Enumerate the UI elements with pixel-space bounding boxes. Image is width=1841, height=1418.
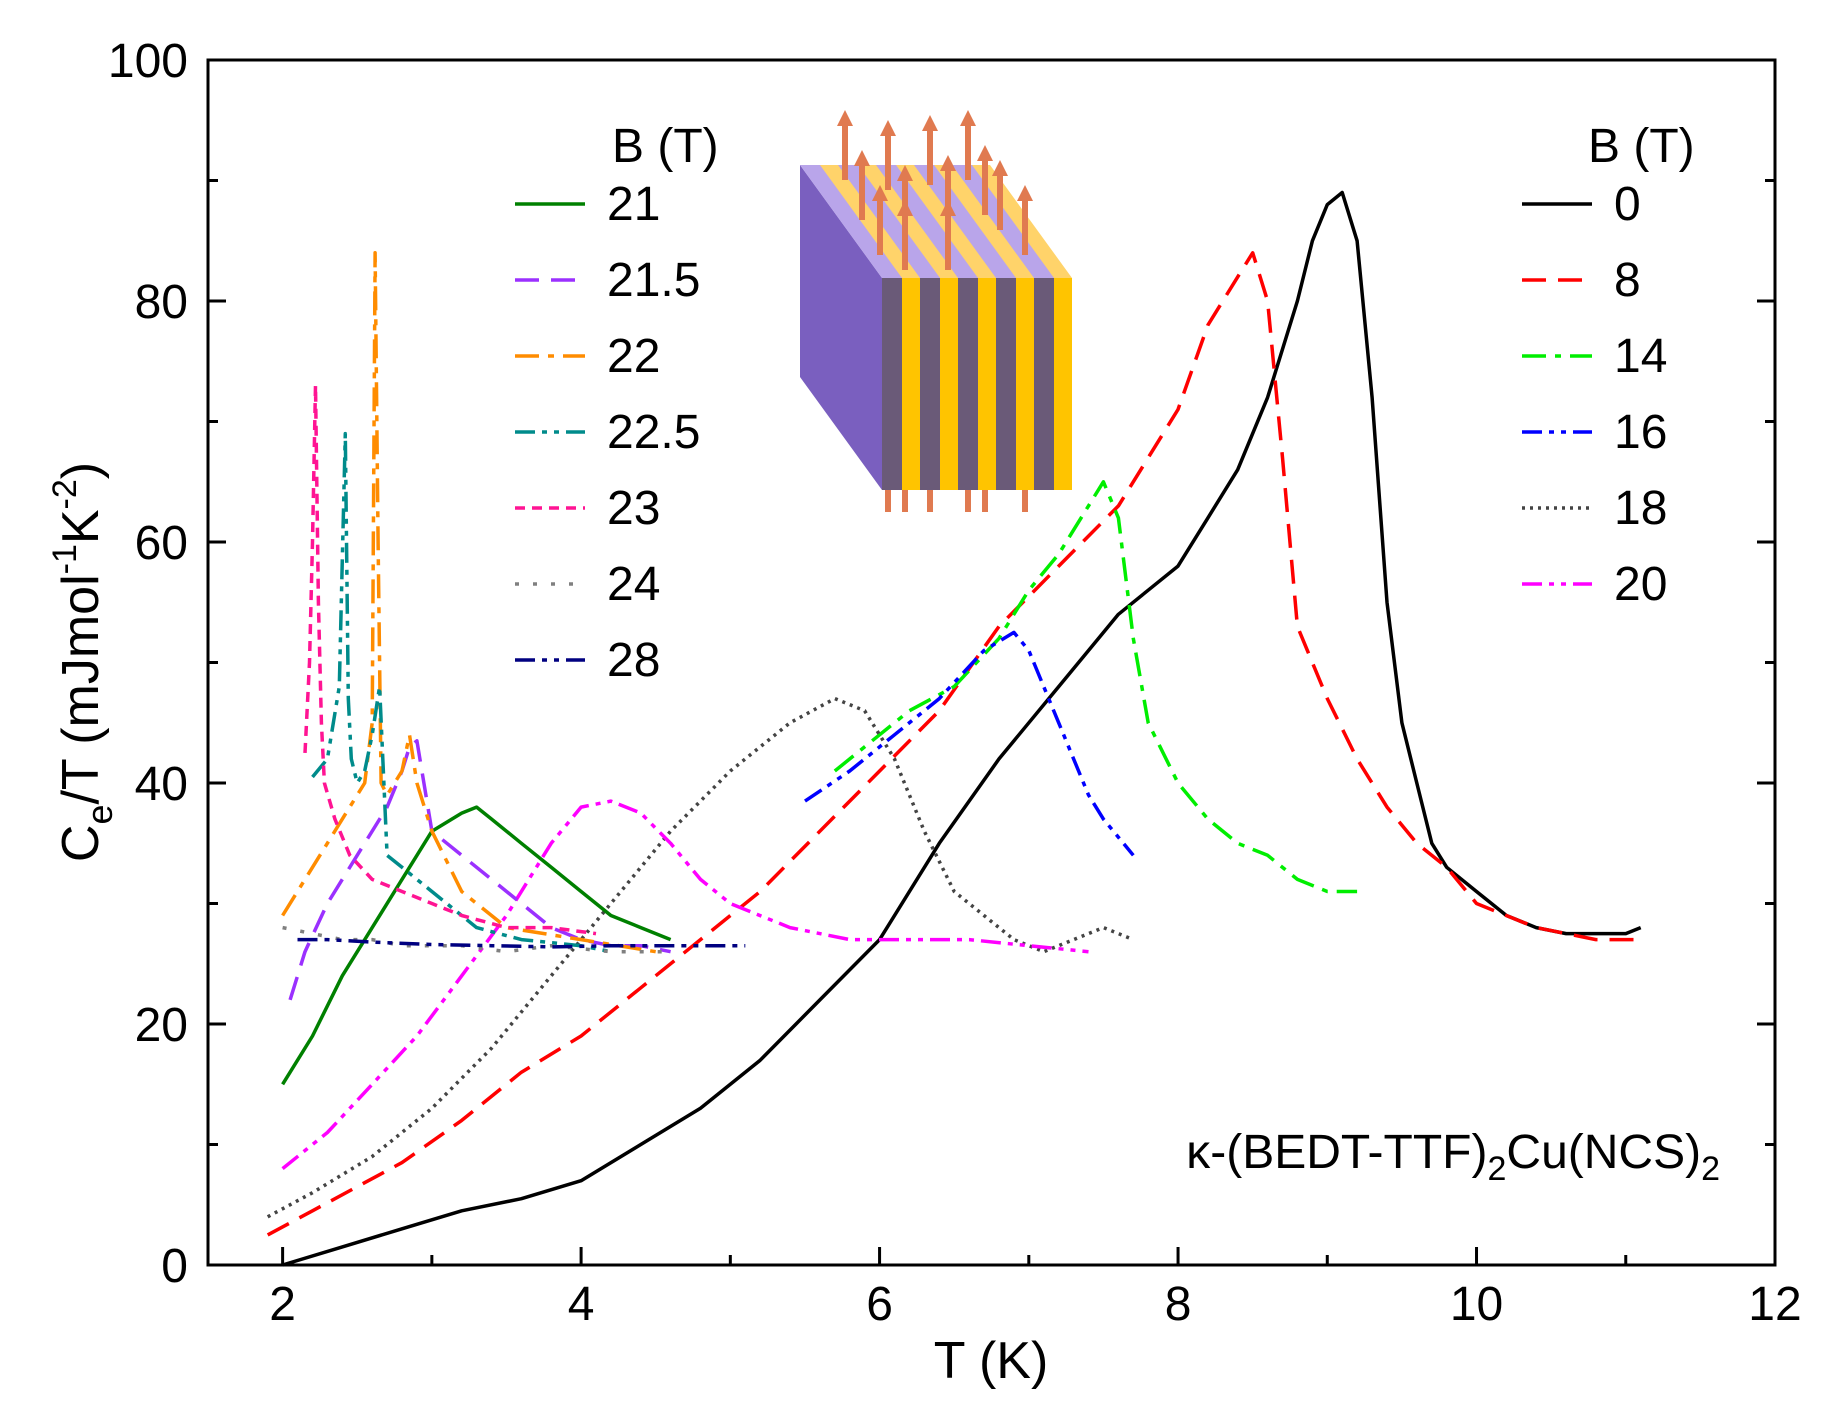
x-tick-label: 8 [1165,1278,1192,1331]
spin-arrow-head [897,165,913,181]
spin-arrow-head [880,120,896,136]
x-tick-label: 10 [1450,1278,1503,1331]
legend-label-14: 14 [1614,330,1667,383]
y-axis-label: Ce/T (mJmol-1K-2) [46,462,120,862]
legend-label-22: 22 [607,330,660,383]
y-tick-label: 80 [135,276,188,329]
series-line-23 [303,383,597,936]
series-line-20 [281,799,1089,1170]
legend-label-21-5: 21.5 [607,254,700,307]
legend-left: B (T) 21 21.5 22 22.5 23 24 28 [515,120,719,687]
series-line-22 [281,251,656,954]
spin-arrow-head [837,110,853,126]
x-tick-label: 2 [269,1278,296,1331]
spin-arrow-head [1017,185,1033,201]
inset-top-stripe [820,165,920,278]
y-tick-label: 20 [135,999,188,1052]
inset-front-stripe [978,278,996,490]
x-axis-ticks: 2 4 6 8 10 12 [269,1247,1802,1331]
inset-front-stripe [940,278,958,490]
y-tick-label: 40 [135,758,188,811]
legend-label-20: 20 [1614,558,1667,611]
legend-left-title: B (T) [612,120,719,173]
legend-label-24: 24 [607,558,660,611]
legend-label-23: 23 [607,482,660,535]
series-line-28 [297,937,746,949]
legend-right: B (T) 0 8 14 16 18 20 [1522,120,1695,611]
spin-arrow-head [977,145,993,161]
legend-label-8: 8 [1614,254,1641,307]
x-tick-label: 6 [866,1278,893,1331]
vortex-lattice-inset [800,110,1072,512]
spin-arrow-head [897,200,913,216]
legend-label-28: 28 [607,634,660,687]
inset-top-stripe [934,165,1034,278]
legend-label-22-5: 22.5 [607,406,700,459]
y-tick-label: 0 [161,1240,188,1293]
series-line-21 [281,805,672,1086]
x-axis-label: T (K) [934,1332,1049,1390]
spin-arrow-head [940,200,956,216]
series-line-14 [833,480,1358,894]
spin-arrow-head [992,160,1008,176]
spin-arrow-head [854,150,870,166]
inset-block-side [800,165,882,490]
compound-annotation: κ-(BEDT-TTF)2Cu(NCS)2 [1186,1126,1720,1188]
series-layer [266,190,1642,1267]
series-line-21-5 [288,739,671,1001]
legend-label-21: 21 [607,178,660,231]
y-tick-label: 60 [135,517,188,570]
legend-label-16: 16 [1614,406,1667,459]
x-tick-label: 12 [1748,1278,1801,1331]
spin-arrow-head [872,185,888,201]
legend-right-title: B (T) [1588,120,1695,173]
legend-label-0: 0 [1614,178,1641,231]
inset-front-stripe [1016,278,1034,490]
legend-label-18: 18 [1614,482,1667,535]
spin-arrow-head [960,110,976,126]
inset-spin-arrows [837,110,1033,512]
series-line-22-5 [311,431,612,954]
x-tick-label: 4 [568,1278,595,1331]
spin-arrow-head [922,115,938,131]
series-line-8 [266,251,1641,1237]
series-line-18 [266,696,1134,1219]
series-line-0 [282,190,1642,1267]
inset-front-stripe [902,278,920,490]
inset-front-stripe [1054,278,1072,490]
spin-arrow-head [940,155,956,171]
y-tick-label: 100 [108,35,188,88]
series-line-16 [804,630,1135,857]
